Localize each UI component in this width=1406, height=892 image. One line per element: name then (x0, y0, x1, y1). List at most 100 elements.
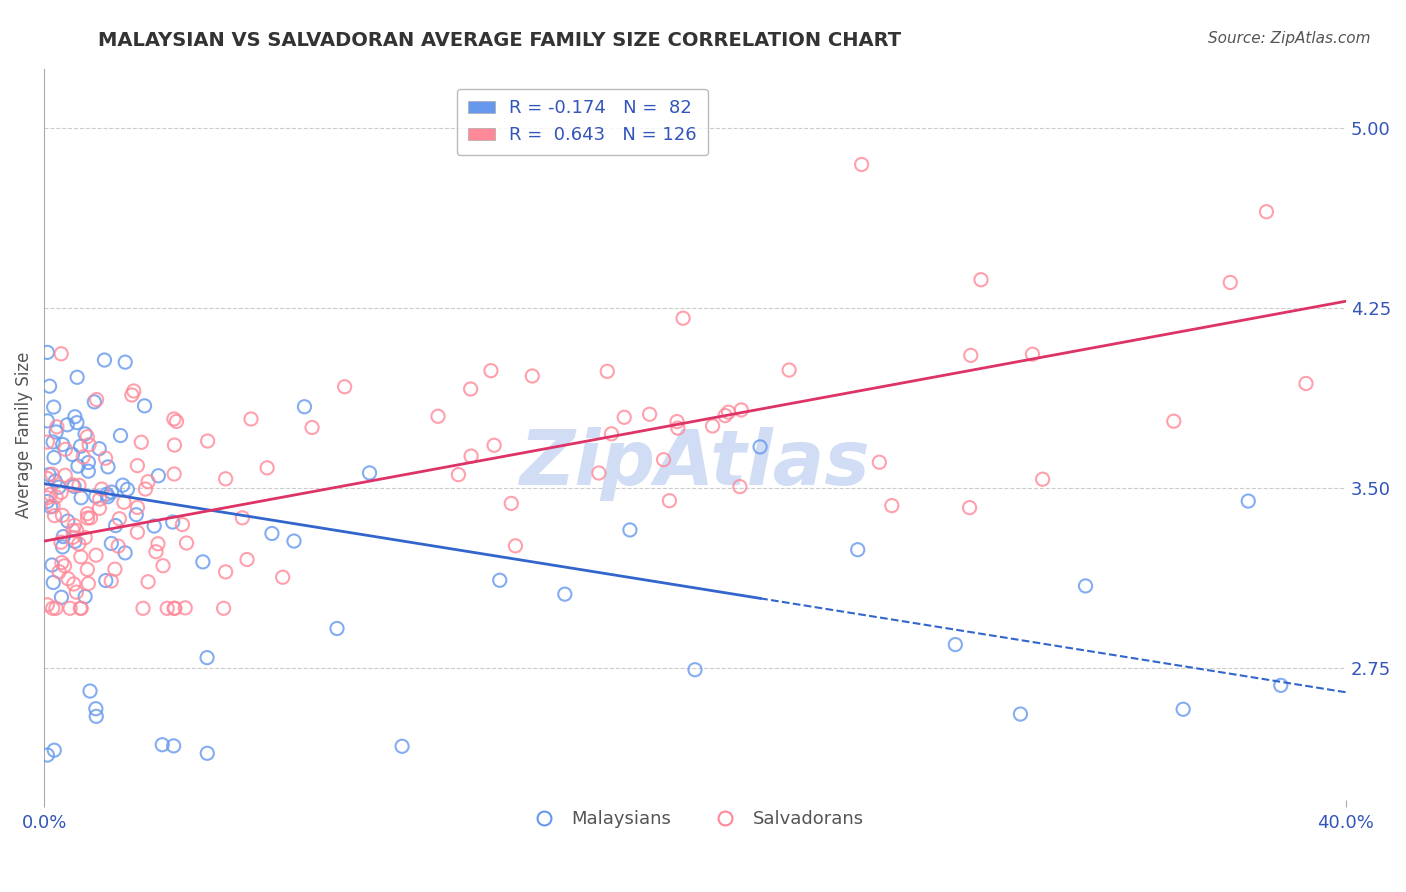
Point (127, 458, 149, 473)
Point (846, 542, 869, 557)
Point (260, 526, 283, 541)
Point (447, 467, 470, 482)
Point (114, 355, 136, 369)
Text: MALAYSIAN VS SALVADORAN AVERAGE FAMILY SIZE CORRELATION CHART: MALAYSIAN VS SALVADORAN AVERAGE FAMILY S… (98, 31, 901, 50)
Point (97, 490, 120, 504)
Point (56, 514, 79, 528)
Point (522, 369, 544, 384)
Legend: Malaysians, Salvadorans: Malaysians, Salvadorans (519, 803, 870, 835)
Point (63, 518, 86, 533)
Point (301, 420, 323, 434)
Point (77, 438, 100, 452)
Point (100, 574, 122, 588)
Point (41, 467, 63, 482)
Point (127, 500, 149, 515)
Point (110, 428, 132, 442)
Point (134, 482, 156, 496)
Text: ZipAtlas: ZipAtlas (520, 426, 870, 500)
Point (231, 511, 253, 525)
Point (122, 384, 145, 398)
Point (505, 539, 527, 553)
Point (943, 638, 966, 652)
Point (48, 565, 70, 579)
Point (1256, 204, 1278, 219)
Point (77, 576, 100, 591)
Point (39, 487, 62, 501)
Point (427, 409, 450, 424)
Point (84, 709, 107, 723)
Point (107, 539, 129, 553)
Point (44, 474, 66, 488)
Point (1219, 276, 1241, 290)
Point (148, 468, 170, 483)
Point (37, 345, 59, 359)
Point (136, 475, 159, 489)
Point (652, 452, 675, 467)
Point (76, 430, 98, 444)
Point (195, 746, 218, 760)
Point (197, 434, 219, 448)
Point (84, 548, 107, 562)
Point (42, 434, 65, 449)
Point (39, 500, 62, 514)
Point (86, 392, 108, 407)
Point (851, 157, 873, 171)
Point (728, 480, 751, 494)
Point (53, 468, 76, 483)
Point (89, 492, 111, 507)
Point (37, 494, 59, 508)
Point (111, 478, 134, 492)
Point (37, 598, 59, 612)
Point (76, 507, 98, 521)
Point (77, 456, 100, 470)
Point (959, 348, 981, 362)
Point (62, 477, 84, 491)
Point (152, 558, 174, 573)
Y-axis label: Average Family Size: Average Family Size (15, 351, 32, 517)
Point (44, 508, 66, 523)
Point (162, 515, 184, 529)
Point (749, 440, 772, 454)
Point (38, 467, 60, 482)
Point (60, 448, 83, 462)
Point (460, 449, 482, 463)
Point (69, 439, 91, 453)
Point (104, 518, 127, 533)
Point (613, 410, 636, 425)
Point (125, 508, 148, 522)
Point (214, 565, 236, 579)
Text: Source: ZipAtlas.com: Source: ZipAtlas.com (1208, 31, 1371, 46)
Point (156, 601, 179, 615)
Point (294, 400, 316, 414)
Point (240, 412, 263, 426)
Point (52, 530, 75, 544)
Point (1021, 347, 1043, 361)
Point (359, 466, 381, 480)
Point (49, 535, 72, 549)
Point (51, 485, 73, 500)
Point (73, 426, 96, 441)
Point (89, 501, 111, 516)
Point (42, 500, 65, 514)
Point (683, 663, 706, 677)
Point (256, 460, 278, 475)
Point (38, 379, 60, 393)
Point (501, 496, 523, 510)
Point (970, 273, 993, 287)
Point (271, 570, 294, 584)
Point (163, 438, 186, 452)
Point (93, 353, 115, 368)
Point (176, 536, 198, 550)
Point (75, 590, 97, 604)
Point (333, 380, 356, 394)
Point (482, 438, 505, 452)
Point (37, 491, 59, 505)
Point (67, 478, 90, 492)
Point (51, 556, 73, 570)
Point (212, 601, 235, 615)
Point (1270, 678, 1292, 692)
Point (600, 426, 623, 441)
Point (136, 574, 159, 589)
Point (84, 702, 107, 716)
Point (702, 419, 724, 434)
